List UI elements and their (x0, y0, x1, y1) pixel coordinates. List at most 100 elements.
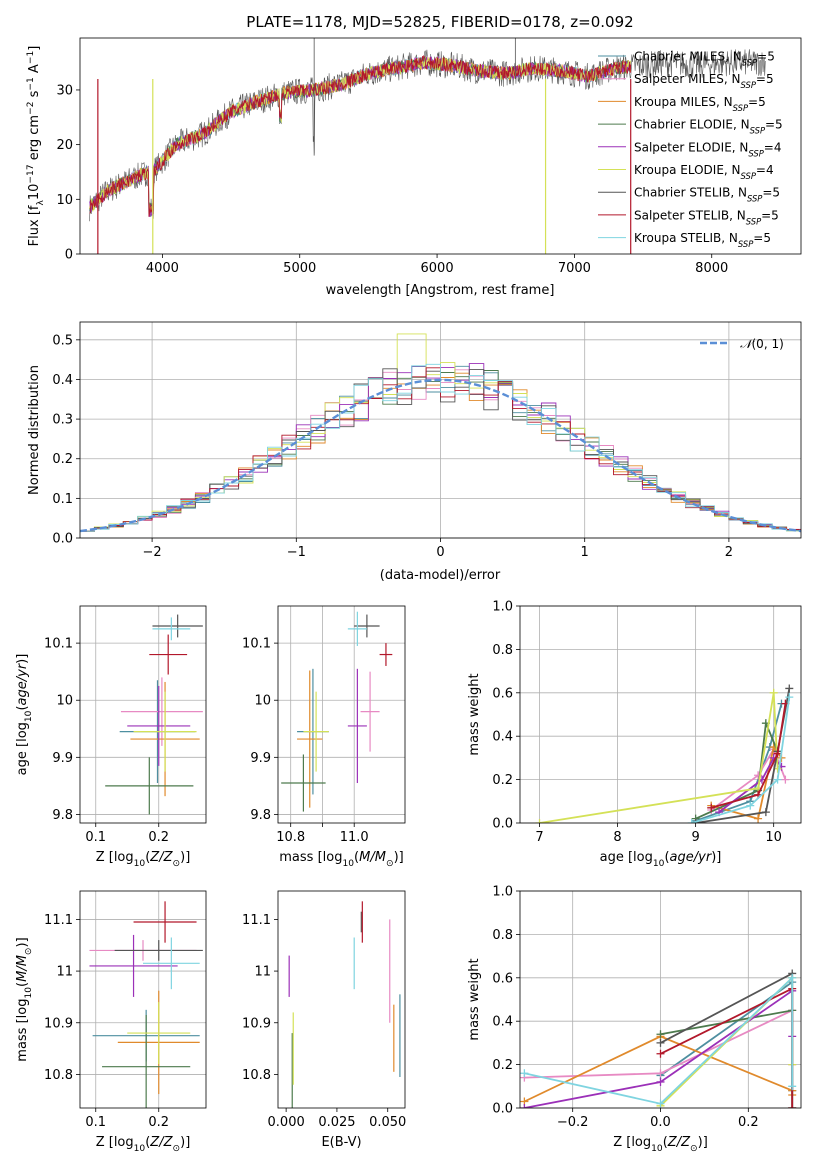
errorbar-point (347, 668, 367, 784)
axes-frame (519, 890, 802, 1109)
x-axis-label: Z [log10(Z/Z⊙)] (613, 1135, 708, 1154)
legend-entry: Salpeter MILES, NSSP=5 (634, 72, 774, 90)
y-tick-label: 10.8 (44, 1068, 73, 1083)
x-tick-label: 9 (691, 830, 699, 845)
weight-marker (773, 775, 782, 784)
legend-entry: Kroupa ELODIE, NSSP=4 (634, 163, 774, 181)
x-tick-label: 8000 (695, 261, 728, 276)
x-tick-label: 0.025 (318, 1115, 355, 1130)
chart-title: PLATE=1178, MJD=52825, FIBERID=0178, z=0… (246, 13, 633, 31)
y-axis-label: mass weight (467, 958, 482, 1040)
x-tick-label: 11.0 (340, 830, 369, 845)
axes-age-vs-Z: 0.1 0.2 9.8 9.9 10 10.1 (44, 605, 207, 845)
legend-entry: Chabrier ELODIE, NSSP=5 (634, 118, 783, 136)
weight-marker (535, 819, 544, 823)
weight-line (691, 696, 791, 823)
errorbar-point (297, 670, 323, 808)
y-tick-label: 0.0 (492, 817, 513, 832)
axes-frame (79, 890, 207, 1109)
errorbar-point (120, 677, 203, 746)
plot-area-weight-vs-age (535, 684, 794, 823)
y-tick-label: 0.4 (492, 730, 513, 745)
x-tick-label: 6000 (421, 261, 454, 276)
weight-marker (656, 1030, 665, 1039)
histogram-step (80, 363, 801, 533)
y-tick-label: 10 (56, 193, 73, 208)
y-tick-label: 10 (56, 694, 73, 709)
errorbar-point (354, 614, 380, 638)
y-tick-label: 11 (254, 965, 271, 980)
y-tick-label: 9.8 (52, 808, 73, 823)
weight-marker (773, 749, 782, 758)
axes-frame (79, 37, 802, 255)
legend-entry: Kroupa MILES, NSSP=5 (634, 95, 766, 113)
y-tick-label: 0.3 (52, 413, 73, 428)
y-tick-label: 1.0 (492, 600, 513, 615)
legend-entry: 𝒩(0, 1) (740, 337, 784, 351)
weight-marker (520, 1104, 529, 1108)
plot-area-mass-vs-Z (89, 901, 203, 1108)
histogram-step (80, 369, 801, 533)
y-tick-label: 20 (56, 138, 73, 153)
x-tick-label: 0.000 (268, 1115, 305, 1130)
x-tick-label: 0 (436, 545, 444, 560)
weight-marker (656, 1077, 665, 1086)
weight-marker (785, 684, 794, 693)
y-tick-label: 10.8 (242, 1068, 271, 1083)
weight-line (539, 692, 779, 823)
weight-marker (754, 814, 763, 823)
histogram-step (80, 368, 801, 532)
weight-line (524, 1008, 794, 1079)
plot-area-residuals (80, 333, 801, 533)
errorbar-point (281, 754, 326, 812)
axes-residuals: −2 −1 0 1 2 0.0 0.1 0.2 0.3 0.4 0.5 (52, 321, 802, 560)
errorbar-point (379, 643, 393, 666)
errorbar-point (105, 757, 194, 815)
errorbar-point (143, 937, 200, 990)
weight-marker (656, 1099, 665, 1108)
y-tick-label: 0.2 (52, 452, 73, 467)
axes-frame (519, 605, 802, 824)
errorbar-point (347, 611, 367, 646)
axes-weight-vs-Z: −0.2 0.0 0.2 0.0 0.2 0.4 0.6 0.8 1.0 (492, 885, 802, 1130)
y-tick-label: 11.1 (44, 913, 73, 928)
x-tick-label: 0.0 (650, 1115, 671, 1130)
y-tick-label: 0.8 (492, 928, 513, 943)
y-tick-label: 0.5 (52, 333, 73, 348)
weight-marker (788, 1104, 797, 1108)
y-tick-label: 9.8 (250, 808, 271, 823)
y-tick-label: 30 (56, 83, 73, 98)
weight-marker (788, 973, 797, 982)
y-tick-label: 0.4 (52, 373, 73, 388)
x-axis-label: E(B-V) (321, 1135, 361, 1150)
x-tick-label: 0.2 (738, 1115, 759, 1130)
axes-mass-vs-EBV: 0.000 0.025 0.050 10.8 10.9 11 11.1 (242, 890, 406, 1130)
x-axis-label: Z [log10(Z/Z⊙)] (96, 1135, 191, 1154)
errorbar-point (152, 614, 203, 638)
legend-entry: Salpeter STELIB, NSSP=5 (634, 208, 779, 226)
errorbar-point (149, 634, 188, 675)
x-tick-label: 1 (581, 545, 589, 560)
errorbar-point (152, 617, 191, 641)
y-axis-label: mass weight (467, 673, 482, 755)
weight-marker (746, 801, 755, 810)
axes-frame (277, 605, 406, 824)
legend-entry: Kroupa STELIB, NSSP=5 (634, 231, 771, 249)
errorbar-point (303, 691, 329, 772)
x-tick-label: 7000 (558, 261, 591, 276)
errorbar-point (114, 940, 203, 961)
plot-area-mass-vs-EBV (288, 901, 401, 1108)
x-tick-label: 0.2 (148, 1115, 169, 1130)
x-tick-label: −2 (143, 545, 162, 560)
x-tick-label: 8 (613, 830, 621, 845)
y-tick-label: 10 (254, 694, 271, 709)
weight-marker (656, 1038, 665, 1047)
y-axis-label: mass [log10(M/M⊙)] (15, 937, 34, 1061)
weight-marker (761, 808, 770, 817)
x-tick-label: −1 (287, 545, 306, 560)
y-tick-label: 0.2 (492, 773, 513, 788)
x-tick-label: 0.050 (369, 1115, 406, 1130)
axes-age-vs-mass: 10.8 11.0 9.8 9.9 10 10.1 (242, 605, 406, 845)
normal-curve (80, 378, 801, 533)
